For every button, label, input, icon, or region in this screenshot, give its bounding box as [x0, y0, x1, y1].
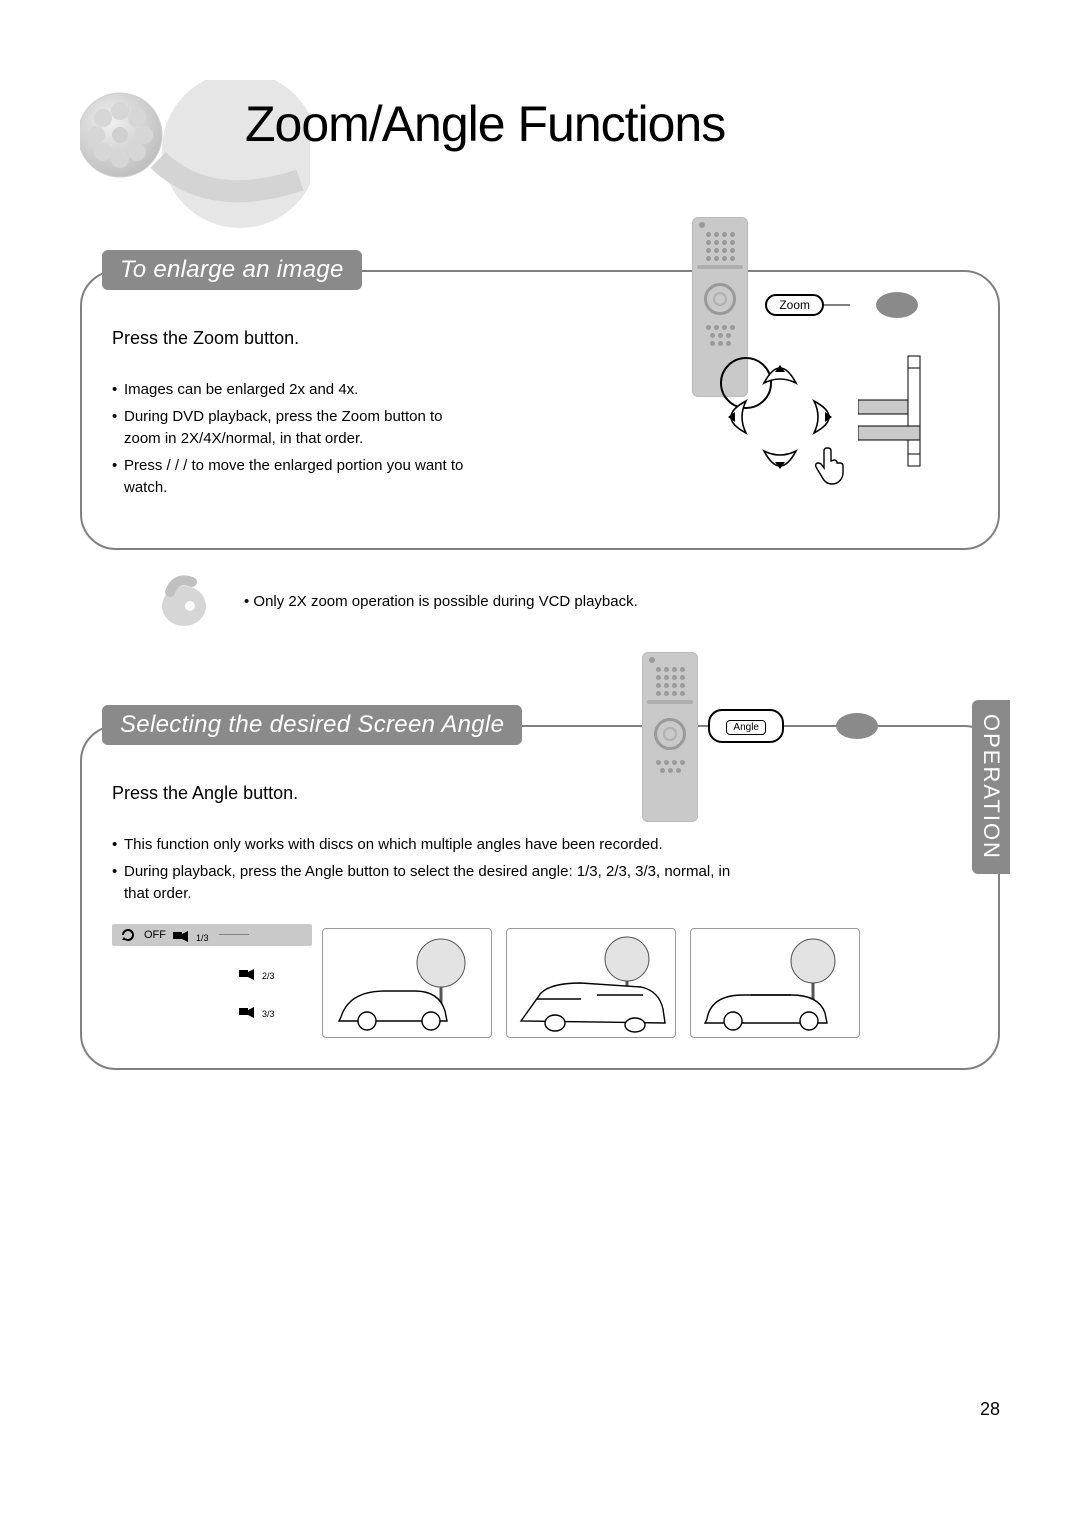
zoom-button-callout: Zoom: [765, 292, 918, 318]
side-tab-operation: OPERATION: [972, 700, 1010, 874]
angle-section-frame: Selecting the desired Screen Angle: [80, 725, 1000, 1070]
angle-button-label: Angle: [726, 720, 766, 735]
page-number: 28: [980, 1399, 1000, 1420]
dpad-diagram: [720, 352, 928, 482]
osd-ratio: 1/3: [196, 933, 209, 943]
osd-ratio: 2/3: [262, 971, 275, 981]
zoom-bullet: Images can be enlarged 2x and 4x.: [112, 379, 472, 402]
angle-osd-stack: OFF 1/3 2/3 3/3: [112, 924, 312, 1022]
camera-icon: [238, 1004, 256, 1018]
dpad-right-icon: [812, 399, 840, 435]
page-title: Zoom/Angle Functions: [245, 95, 725, 153]
angle-bullet: This function only works with discs on w…: [112, 834, 752, 857]
zoom-bullet: Press / / / to move the enlarged portion…: [112, 455, 472, 500]
note-icon: [160, 572, 218, 630]
angle-button-callout: Angle: [708, 709, 878, 743]
angle-scene-2: [506, 928, 676, 1038]
camera-icon: [172, 928, 190, 942]
callout-blob-icon: [836, 713, 878, 739]
hand-pointer-icon: [814, 446, 848, 491]
zoom-section-frame: To enlarge an image: [80, 270, 1000, 550]
dpad-up-icon: [762, 357, 798, 385]
angle-bullet: During playback, press the Angle button …: [112, 861, 752, 906]
angle-scene-3: [690, 928, 860, 1038]
osd-off-label: OFF: [144, 929, 166, 941]
remote-illustration-angle: [642, 652, 698, 822]
zoom-heading: To enlarge an image: [102, 250, 362, 290]
zoom-button-label: Zoom: [765, 294, 824, 316]
zoom-bullet: During DVD playback, press the Zoom butt…: [112, 406, 472, 451]
angle-scene-1: [322, 928, 492, 1038]
dpad-down-icon: [762, 449, 798, 477]
zoom-note: Only 2X zoom operation is possible durin…: [244, 593, 638, 610]
zoom-instruction: Press the Zoom button.: [112, 328, 968, 349]
dpad-left-icon: [720, 399, 748, 435]
callout-blob-icon: [876, 292, 918, 318]
osd-ratio: 3/3: [262, 1009, 275, 1019]
angle-instruction: Press the Angle button.: [112, 783, 968, 804]
camera-icon: [238, 966, 256, 980]
scrollbar-diagram-icon: [858, 352, 928, 482]
angle-heading: Selecting the desired Screen Angle: [102, 705, 522, 745]
repeat-icon: [120, 928, 138, 942]
